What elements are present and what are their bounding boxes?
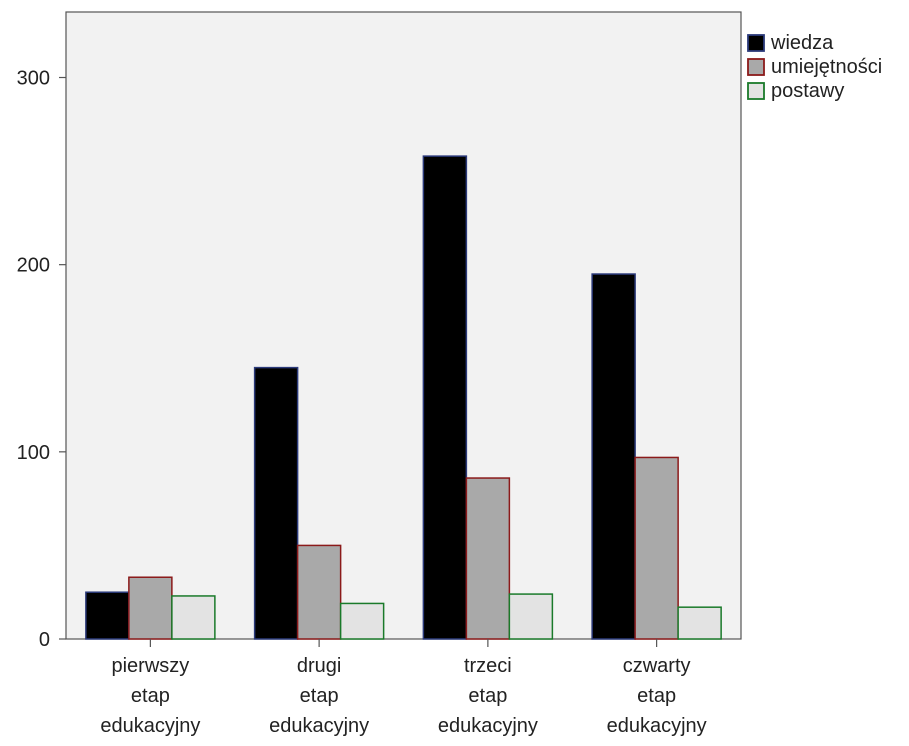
x-tick-label-2-line-3: edukacyjny xyxy=(269,715,369,737)
legend-label-umiejętności: umiejętności xyxy=(771,56,882,78)
bar-postawy-4 xyxy=(677,606,722,640)
y-tick-label-300: 300 xyxy=(17,68,50,90)
x-tick-label-4-line-3: edukacyjny xyxy=(607,715,707,737)
x-tick-label-1-line-3: edukacyjny xyxy=(100,715,200,737)
legend-label-postawy: postawy xyxy=(771,80,844,102)
bar-wiedza-1 xyxy=(85,591,130,640)
y-tick-label-0: 0 xyxy=(39,629,50,651)
bar-umiejętności-4 xyxy=(634,456,679,640)
x-tick-label-1-line-1: pierwszy xyxy=(111,655,189,677)
bar-wiedza-3 xyxy=(422,155,468,640)
x-tick-label-2-line-1: drugi xyxy=(297,655,341,677)
bar-wiedza-2 xyxy=(253,366,299,640)
x-tick-label-4-line-2: etap xyxy=(637,685,676,707)
bar-umiejętności-3 xyxy=(465,477,511,640)
legend-swatch-postawy xyxy=(747,82,765,100)
legend-swatch-umiejętności xyxy=(747,58,765,76)
legend-swatch-wiedza xyxy=(747,34,765,52)
bar-postawy-2 xyxy=(339,602,385,640)
bar-umiejętności-2 xyxy=(296,544,342,640)
x-tick-label-2-line-2: etap xyxy=(300,685,339,707)
x-tick-label-4-line-1: czwarty xyxy=(623,655,691,677)
bar-postawy-3 xyxy=(508,593,554,640)
x-tick-label-3-line-1: trzeci xyxy=(464,655,512,677)
bar-postawy-1 xyxy=(171,595,216,640)
bar-umiejętności-1 xyxy=(128,576,173,640)
bars xyxy=(85,155,722,640)
legend-label-wiedza: wiedza xyxy=(770,32,834,54)
y-tick-label-100: 100 xyxy=(17,442,50,464)
x-tick-label-3-line-2: etap xyxy=(468,685,507,707)
y-tick-label-200: 200 xyxy=(17,255,50,277)
axes: pierwszy etap edukacyjny drugi etap edukacyjn… xyxy=(17,68,707,737)
x-tick-label-3-line-3: edukacyjny xyxy=(438,715,538,737)
bar-wiedza-4 xyxy=(591,273,636,640)
x-tick-label-1-line-2: etap xyxy=(131,685,170,707)
